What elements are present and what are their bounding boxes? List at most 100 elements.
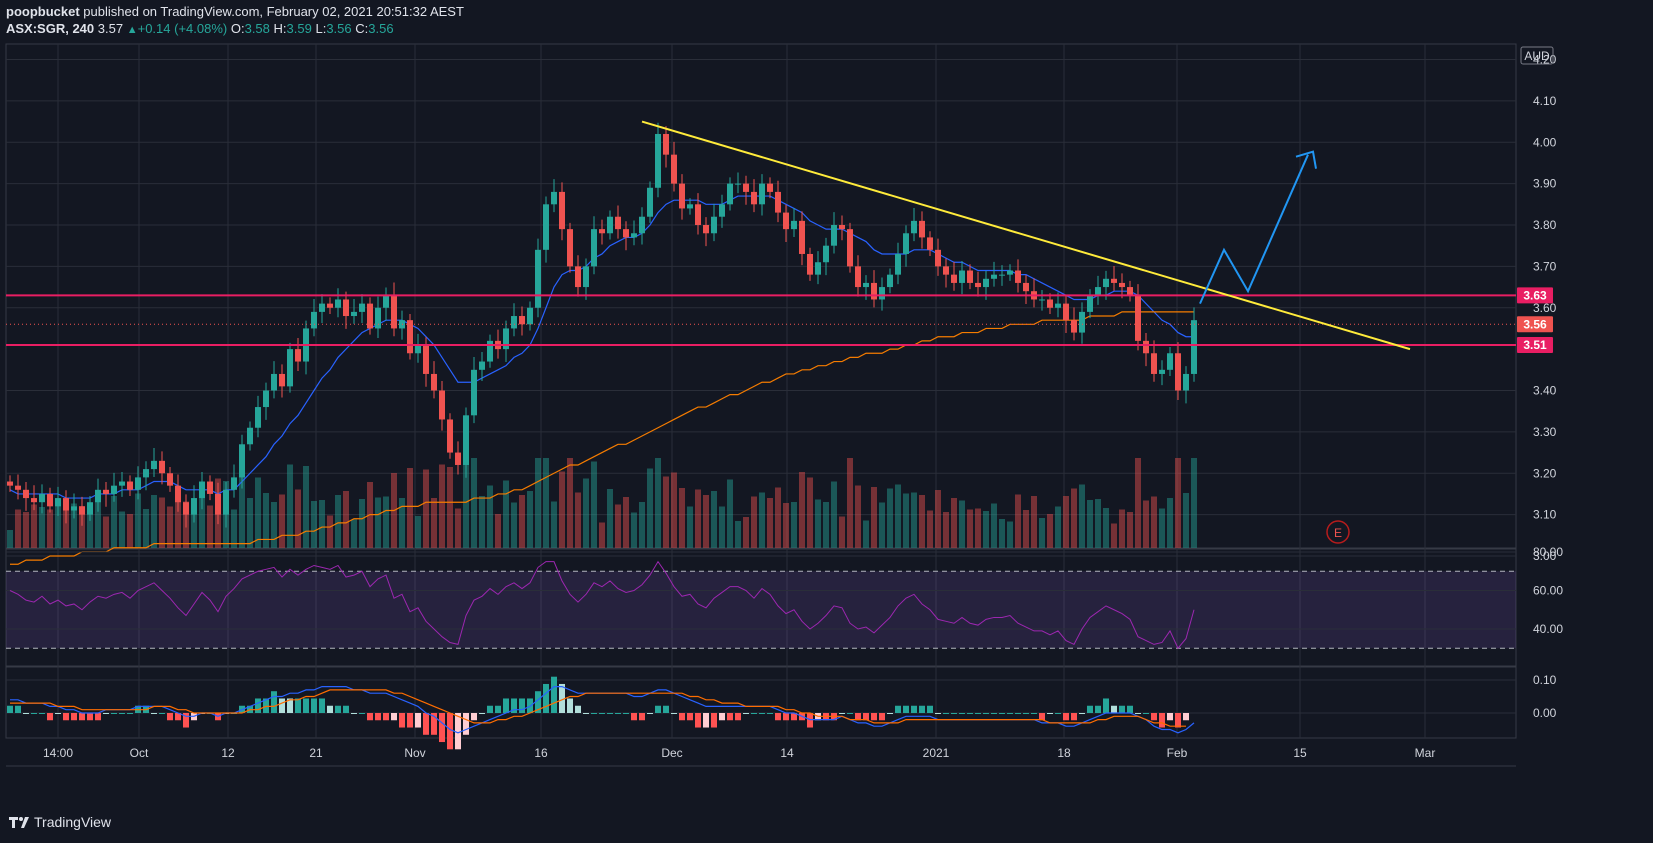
macd-hist-bar — [639, 713, 645, 721]
volume-bar — [623, 497, 629, 548]
candle-body — [1055, 303, 1061, 308]
candle — [1023, 275, 1029, 305]
volume-bar — [895, 484, 901, 548]
macd-hist-bar — [519, 698, 525, 713]
candle — [775, 180, 781, 223]
candle-body — [959, 270, 965, 283]
volume-bar — [1007, 521, 1013, 548]
candle-body — [951, 274, 957, 283]
candle-body — [671, 154, 677, 184]
publish-text: published on TradingView.com, February 0… — [83, 4, 464, 19]
candle — [927, 231, 933, 257]
candle-body — [319, 303, 325, 312]
volume-bar — [519, 495, 525, 548]
candle — [871, 270, 877, 308]
candle — [135, 466, 141, 500]
candle — [511, 303, 517, 337]
candle-body — [215, 493, 221, 515]
candle-body — [375, 307, 381, 329]
author-name[interactable]: poopbucket — [6, 4, 80, 19]
candle — [599, 219, 605, 245]
macd-hist-bar — [503, 698, 509, 713]
candle-body — [887, 274, 893, 288]
candle-body — [751, 191, 757, 205]
macd-hist-bar — [559, 683, 565, 713]
volume-bar — [271, 502, 277, 548]
candle — [1151, 340, 1157, 382]
volume-bar — [375, 497, 381, 548]
macd-hist-bar — [599, 713, 605, 714]
macd-hist-bar — [567, 698, 573, 713]
tradingview-logo[interactable]: TradingView — [8, 814, 111, 830]
volume-bar — [231, 509, 237, 548]
symbol-title[interactable]: ASX:SGR, 240 — [6, 21, 95, 36]
candle — [239, 434, 245, 489]
macd-hist-bar — [63, 713, 69, 721]
candle — [1039, 289, 1045, 311]
macd-hist-bar — [1159, 713, 1165, 728]
candle-body — [247, 427, 253, 445]
volume-bar — [103, 516, 109, 548]
candle — [839, 215, 845, 241]
candle-body — [815, 262, 821, 275]
macd-hist-bar — [791, 713, 797, 721]
volume-bar — [431, 498, 437, 548]
rsi-tick-label: 60.00 — [1533, 584, 1563, 598]
candle — [583, 258, 589, 300]
volume-bar — [287, 464, 293, 548]
open-value: 3.58 — [244, 21, 270, 36]
macd-hist-bar — [511, 698, 517, 713]
macd-hist-bar — [623, 713, 629, 714]
macd-hist-bar — [1015, 713, 1021, 714]
currency-box — [1520, 46, 1554, 65]
candle-body — [1063, 303, 1069, 321]
macd-hist-bar — [615, 713, 621, 714]
candle — [1079, 302, 1085, 344]
volume-bar — [455, 508, 461, 548]
macd-hist-bar — [1007, 713, 1013, 714]
volume-bar — [1111, 523, 1117, 548]
candle — [943, 258, 949, 288]
macd-hist-bar — [423, 713, 429, 735]
candle-body — [1175, 353, 1181, 391]
high-label: H: — [273, 21, 287, 36]
candle-body — [351, 311, 357, 317]
macd-hist-bar — [431, 713, 437, 735]
x-tick-label: 2021 — [923, 746, 950, 760]
volume-bar — [783, 503, 789, 548]
macd-tick-label: 0.10 — [1533, 673, 1557, 687]
x-tick-label: 15 — [1293, 746, 1307, 760]
candle — [783, 204, 789, 242]
candle — [535, 238, 541, 318]
candle — [1087, 289, 1093, 319]
candle-body — [999, 274, 1005, 276]
candle-body — [607, 216, 613, 234]
candle — [887, 268, 893, 294]
candle — [15, 474, 21, 500]
candle — [631, 220, 637, 246]
candle-body — [623, 229, 629, 238]
candle — [999, 265, 1005, 286]
macd-hist-bar — [935, 713, 941, 714]
volume-bar — [423, 469, 429, 548]
volume-bar — [111, 496, 117, 548]
volume-bar — [95, 494, 101, 548]
candle-body — [799, 220, 805, 254]
candle — [527, 301, 533, 331]
candle-body — [1111, 278, 1117, 283]
candle — [71, 493, 77, 519]
candle-body — [831, 225, 837, 246]
candle — [671, 141, 677, 192]
macd-hist-bar — [407, 713, 413, 728]
macd-hist-bar — [87, 713, 93, 721]
volume-bar — [71, 503, 77, 548]
macd-hist-bar — [607, 713, 613, 714]
candle — [807, 247, 813, 281]
macd-hist-bar — [983, 713, 989, 714]
macd-hist-bar — [655, 705, 661, 713]
macd-hist-bar — [743, 713, 749, 714]
macd-hist-bar — [767, 713, 773, 714]
macd-hist-bar — [303, 698, 309, 713]
candle-body — [847, 229, 853, 267]
